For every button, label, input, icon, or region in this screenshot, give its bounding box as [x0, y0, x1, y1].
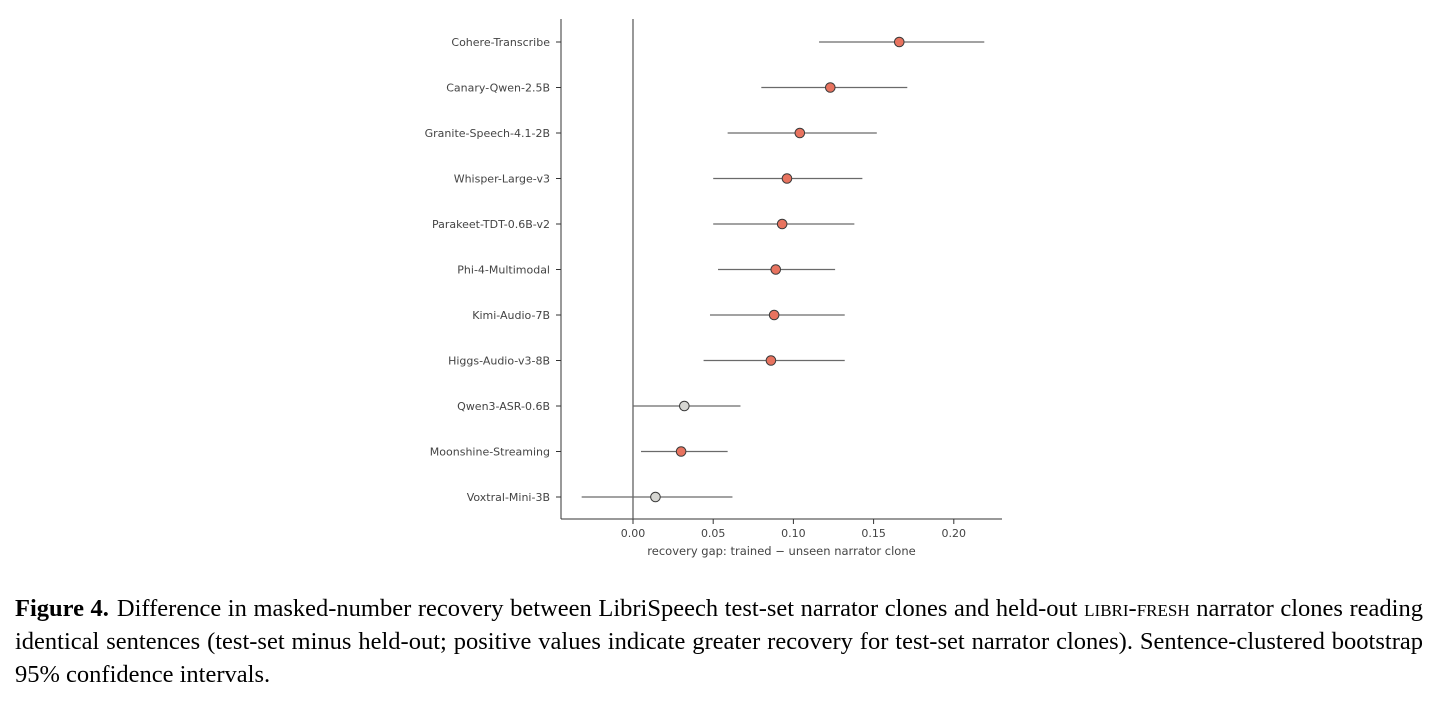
point-estimate [794, 127, 806, 139]
point-estimate [770, 264, 782, 275]
x-axis-label: recovery gap: trained − unseen narrator … [647, 544, 915, 558]
point-estimate [650, 491, 661, 503]
model-label: Parakeet-TDT-0.6B-v2 [432, 218, 550, 231]
point-estimate [824, 82, 836, 93]
model-label: Higgs-Audio-v3-8B [448, 355, 550, 368]
point-estimate [768, 309, 780, 321]
x-tick-label: 0.10 [781, 527, 806, 540]
figure-caption: Figure 4. Difference in masked-number rec… [15, 592, 1423, 691]
point-estimate [781, 173, 793, 184]
x-tick-label: 0.15 [861, 527, 886, 540]
model-label: Cohere-Transcribe [451, 36, 550, 49]
model-label: Moonshine-Streaming [430, 446, 550, 459]
model-label: Phi-4-Multimodal [457, 264, 550, 277]
model-label: Qwen3-ASR-0.6B [457, 400, 550, 413]
point-estimate [893, 36, 905, 48]
x-tick-label: 0.05 [701, 527, 726, 540]
point-estimate [679, 400, 690, 412]
model-label: Voxtral-Mini-3B [467, 491, 550, 504]
point-estimate [765, 355, 777, 366]
x-tick-label: 0.00 [621, 527, 646, 540]
caption-text-after: narrator clones reading identical senten… [15, 595, 1423, 688]
x-tick-label: 0.20 [942, 527, 967, 540]
caption-dataset-name: libri-fresh [1084, 595, 1190, 622]
model-label: Granite-Speech-4.1-2B [425, 127, 550, 140]
model-label: Canary-Qwen-2.5B [446, 82, 550, 95]
model-label: Kimi-Audio-7B [472, 309, 550, 322]
point-estimate [675, 446, 687, 457]
model-label: Whisper-Large-v3 [454, 173, 550, 186]
figure-label: Figure 4. [15, 595, 109, 622]
point-estimate [776, 218, 788, 230]
caption-text-before: Difference in masked-number recovery bet… [116, 595, 1085, 622]
forest-plot: 0.00 0.05 0.10 0.15 0.20 recovery gap: traine… [425, 19, 1002, 558]
